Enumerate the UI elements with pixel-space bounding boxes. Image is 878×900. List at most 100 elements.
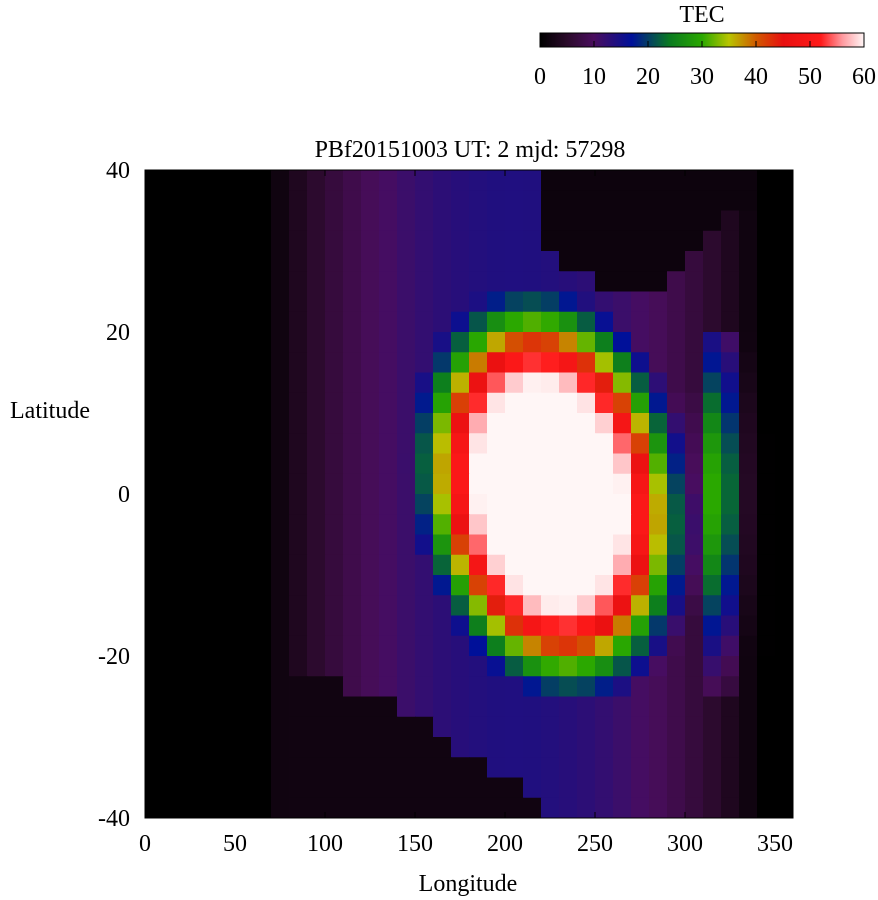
heatmap-cell [235,595,254,617]
heatmap-cell [775,473,793,495]
heatmap-cell [145,271,164,293]
heatmap-cell [559,656,578,677]
heatmap-cell [487,696,506,718]
heatmap-cell [289,696,308,718]
heatmap-cell [235,635,254,657]
heatmap-cell [577,352,596,374]
heatmap-cell [217,413,236,434]
heatmap-cell [721,716,740,738]
heatmap-cell [703,332,722,353]
heatmap-cell [667,311,686,333]
heatmap-cell [325,271,344,293]
heatmap-cell [361,635,380,657]
heatmap-cell [343,311,362,333]
heatmap-cell [757,737,776,758]
heatmap-cell [271,332,290,353]
heatmap-cell [325,392,344,414]
heatmap-cell [379,656,398,677]
heatmap-cell [253,494,272,515]
heatmap-cell [145,210,164,232]
heatmap-cell [721,473,740,495]
heatmap-cell [181,473,200,495]
heatmap-cell [469,230,488,252]
heatmap-cell [163,554,182,576]
heatmap-cell [757,554,776,576]
heatmap-cell [325,473,344,495]
heatmap-cell [289,615,308,637]
heatmap-cell [289,332,308,353]
heatmap-cell [703,392,722,414]
heatmap-cell [271,595,290,617]
heatmap-cell [469,251,488,272]
heatmap-cell [361,575,380,596]
heatmap-cell [757,332,776,353]
heatmap-cell [235,372,254,394]
heatmap-cell [469,514,488,536]
heatmap-cell [433,251,452,272]
heatmap-cell [703,595,722,617]
heatmap-cell [379,534,398,556]
heatmap-cell [541,595,560,617]
heatmap-cell [559,210,578,232]
heatmap-cell [451,413,470,434]
y-tick-label: 0 [118,482,130,508]
heatmap-cell [163,190,182,212]
heatmap-cell [541,271,560,293]
heatmap-cell [667,494,686,515]
heatmap-cell [271,716,290,738]
heatmap-cell [577,797,596,818]
heatmap-cell [145,230,164,252]
heatmap-cell [343,413,362,434]
heatmap-cell [541,190,560,212]
heatmap-cell [469,716,488,738]
heatmap-cell [505,453,524,475]
heatmap-cell [379,170,398,191]
heatmap-cell [577,696,596,718]
heatmap-cell [307,696,326,718]
heatmap-cell [181,291,200,313]
heatmap-cell [721,737,740,758]
heatmap-cell [595,737,614,758]
heatmap-cell [523,514,542,536]
heatmap-cell [325,433,344,455]
heatmap-cell [379,433,398,455]
heatmap-cell [379,473,398,495]
heatmap-cell [667,777,686,799]
heatmap-cell [703,716,722,738]
heatmap-cell [145,433,164,455]
heatmap-cell [307,615,326,637]
heatmap-cell [685,656,704,677]
heatmap-cell [541,291,560,313]
heatmap-cell [271,413,290,434]
heatmap-cell [379,311,398,333]
heatmap-cell [523,494,542,515]
heatmap-cell [199,575,218,596]
heatmap-cell [289,494,308,515]
heatmap-cell [199,453,218,475]
heatmap-cell [595,716,614,738]
heatmap-cell [739,230,758,252]
heatmap-cell [361,777,380,799]
heatmap-cell [433,494,452,515]
heatmap-cell [181,554,200,576]
heatmap-cell [775,271,793,293]
heatmap-cell [505,433,524,455]
heatmap-cell [451,271,470,293]
heatmap-cell [649,372,668,394]
heatmap-cell [307,271,326,293]
heatmap-cell [631,170,650,191]
heatmap-cell [469,291,488,313]
heatmap-cell [307,190,326,212]
heatmap-cell [163,473,182,495]
heatmap-cell [667,696,686,718]
heatmap-cell [775,433,793,455]
heatmap-cell [595,575,614,596]
heatmap-cell [649,251,668,272]
heatmap-cell [775,514,793,536]
x-tick-label: 200 [487,831,523,857]
heatmap-cell [739,656,758,677]
heatmap-cell [181,170,200,191]
heatmap-cell [613,615,632,637]
heatmap-cell [271,311,290,333]
heatmap-cell [145,696,164,718]
